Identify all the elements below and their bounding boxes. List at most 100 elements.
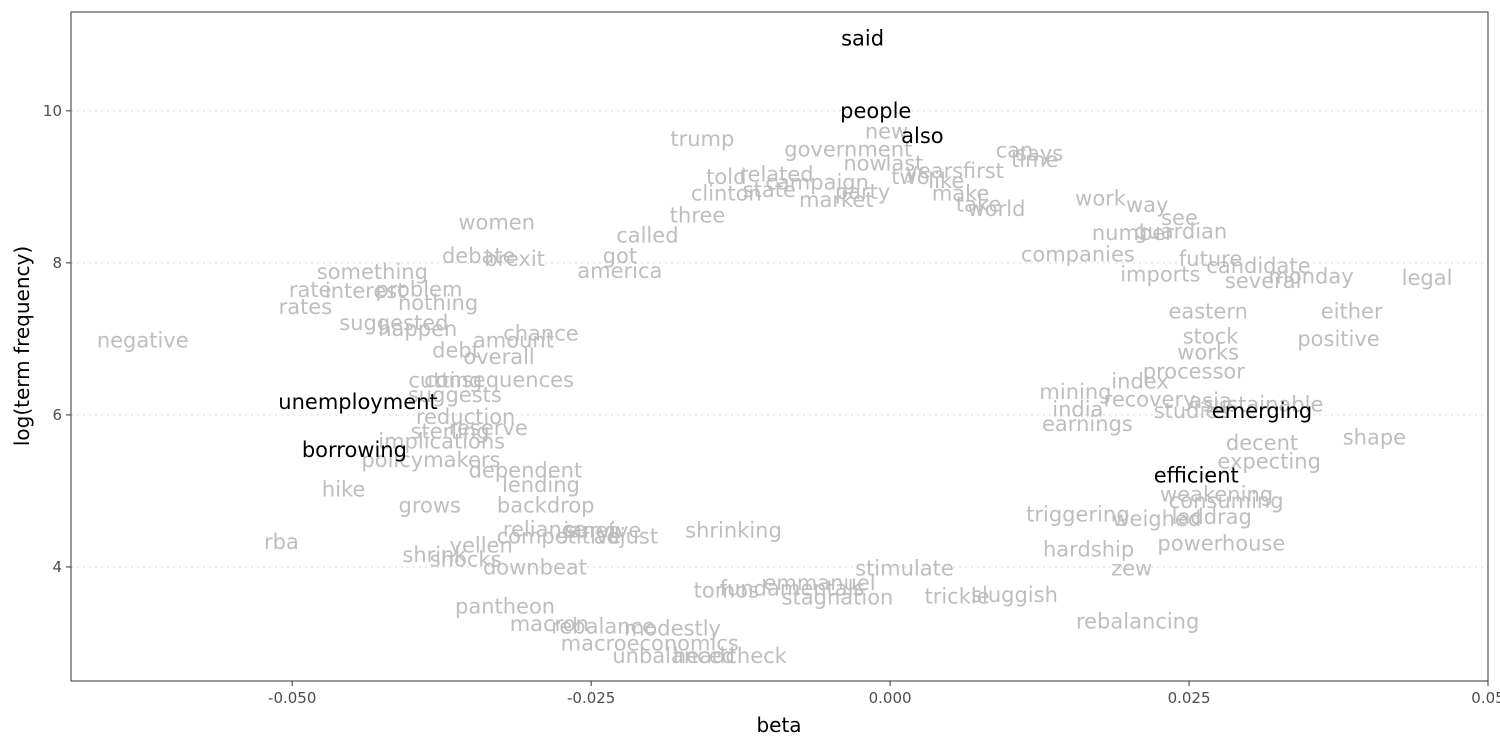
word-point: overall xyxy=(463,345,534,369)
word-point: tomos xyxy=(694,579,759,603)
word-point: shrinking xyxy=(685,518,782,542)
word-point: survive xyxy=(565,518,642,542)
word-point: companies xyxy=(1021,243,1135,267)
word-point: state xyxy=(743,178,796,202)
word-point: earnings xyxy=(1042,412,1133,436)
word-point: fundamentals xyxy=(720,576,865,600)
word-point: processor xyxy=(1143,360,1246,384)
word-point: india xyxy=(1052,398,1103,422)
word-point: hardship xyxy=(1043,537,1134,561)
word-point: now xyxy=(843,151,886,175)
word-point: make xyxy=(932,182,990,206)
word-point: shape xyxy=(1343,426,1406,450)
word-point: eastern xyxy=(1168,300,1247,324)
axis-layer: 4 6 8 10 -0.050 -0.025 0.000 0.025 0.05 xyxy=(43,102,1500,707)
word-point: competitive xyxy=(497,525,622,549)
grid-layer xyxy=(71,110,1488,568)
word-point: consuming xyxy=(1169,489,1284,513)
word-point: rate xyxy=(289,278,332,302)
word-point: rebalance xyxy=(551,614,655,638)
word-point: years xyxy=(905,159,963,183)
word-point: can xyxy=(996,138,1034,162)
word-point: guardian xyxy=(1134,220,1227,244)
x-tick-label: -0.050 xyxy=(268,689,316,707)
word-point: candidate xyxy=(1206,254,1310,278)
word-point: macron xyxy=(510,612,589,636)
y-axis-title: log(term frequency) xyxy=(10,246,34,446)
word-point: decent xyxy=(1226,431,1298,455)
word-point: told xyxy=(706,165,746,189)
highlighted-word-point: borrowing xyxy=(302,438,407,462)
word-point: three xyxy=(670,204,726,228)
word-point: imports xyxy=(1120,262,1200,286)
highlighted-word-point: also xyxy=(901,124,944,148)
x-tick-label: -0.025 xyxy=(567,689,615,707)
word-point: cutting xyxy=(408,369,482,393)
word-point: take xyxy=(956,192,1001,216)
word-point: yellen xyxy=(450,534,513,558)
word-point: stagnation xyxy=(782,585,894,609)
word-point: monday xyxy=(1268,265,1353,289)
word-point: last xyxy=(886,151,924,175)
word-point: weakening xyxy=(1160,483,1273,507)
word-point: reduction xyxy=(416,405,516,429)
word-point: emmanuel xyxy=(764,571,876,595)
word-point: consequences xyxy=(424,368,574,392)
word-point: implications xyxy=(378,430,505,454)
word-point: way xyxy=(1126,193,1168,217)
word-point: powerhouse xyxy=(1157,531,1285,555)
highlighted-word-point: unemployment xyxy=(278,390,437,414)
word-point: called xyxy=(616,224,678,248)
word-point: shocks xyxy=(430,547,502,571)
word-point: macroeconomics xyxy=(561,632,739,656)
word-point: works xyxy=(1177,341,1239,365)
word-point: stimulate xyxy=(855,556,954,580)
word-point: either xyxy=(1321,300,1383,324)
word-point: work xyxy=(1075,186,1127,210)
word-point: debate xyxy=(442,244,516,268)
word-point: related xyxy=(739,163,813,187)
word-point: brexit xyxy=(484,247,545,271)
word-point: negative xyxy=(97,328,189,352)
word-point: trump xyxy=(670,127,734,151)
word-point: says xyxy=(1016,141,1063,165)
word-point: future xyxy=(1179,247,1242,271)
word-point: asia xyxy=(1189,389,1232,413)
word-point: amount xyxy=(473,328,554,352)
word-point: number xyxy=(1092,221,1174,245)
plot-panel-border xyxy=(70,11,1489,682)
word-point: pantheon xyxy=(455,594,555,618)
word-point: hike xyxy=(322,477,365,501)
word-point: two xyxy=(891,165,929,189)
word-point: zew xyxy=(1111,556,1152,580)
word-point: suggests xyxy=(408,383,502,407)
word-point: policymakers xyxy=(361,448,500,472)
word-point: legal xyxy=(1402,266,1453,290)
y-tick-label: 8 xyxy=(52,254,62,272)
word-point: weighed xyxy=(1112,507,1201,531)
word-point: debt xyxy=(432,338,480,362)
word-point: something xyxy=(317,260,428,284)
word-point: laddrag xyxy=(1172,505,1252,529)
highlighted-word-point: people xyxy=(840,99,911,123)
word-point: janet xyxy=(562,518,616,542)
word-point: mining xyxy=(1039,380,1111,404)
word-point: party xyxy=(835,180,891,204)
word-point: rba xyxy=(264,530,299,554)
word-point: happen xyxy=(378,317,457,341)
word-point: positive xyxy=(1297,327,1379,351)
word-point: reserve xyxy=(449,416,528,440)
y-tick-label: 10 xyxy=(43,102,62,120)
word-point: unbalanced xyxy=(612,644,735,668)
word-point: reliance xyxy=(503,518,586,542)
word-point: market xyxy=(799,188,874,212)
highlighted-word-point: said xyxy=(841,27,884,51)
word-point: downbeat xyxy=(483,556,587,580)
word-point: problem xyxy=(376,277,463,301)
word-point: stock xyxy=(1183,325,1240,349)
word-point: see xyxy=(1161,206,1198,230)
